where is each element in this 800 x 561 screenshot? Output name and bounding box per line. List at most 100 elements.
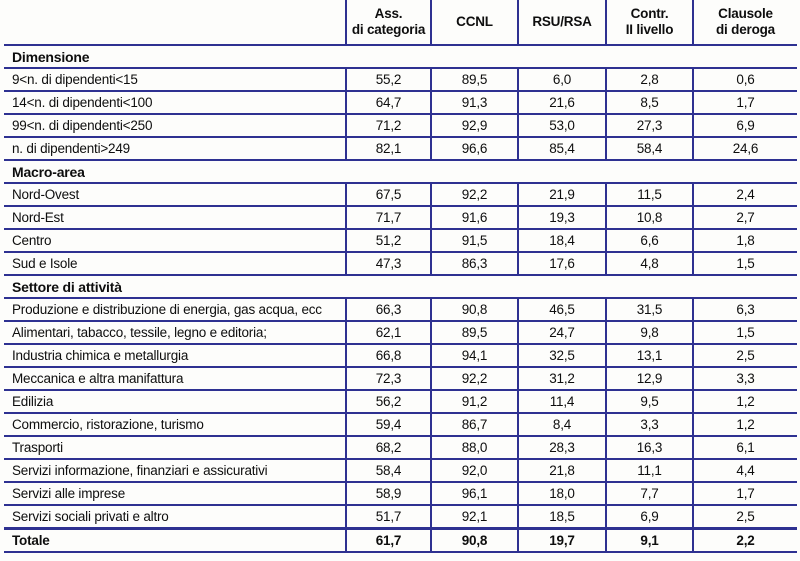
- table-row-servizi-sociali-privati-e-altro: Servizi sociali privati e altro 51,7 92,1 1…: [4, 506, 797, 529]
- row-label: Servizi informazione, finanziari e assic…: [12, 463, 268, 478]
- cell-value: 56,2: [345, 391, 430, 412]
- cell-value: 86,7: [430, 414, 517, 435]
- section-header-dimensione: Dimensione: [4, 46, 797, 69]
- cell-value: 6,0: [517, 69, 605, 90]
- cell-value: 19,3: [517, 207, 605, 228]
- row-label: 9<n. di dipendenti<15: [12, 72, 138, 87]
- cell-value: 6,3: [692, 299, 797, 320]
- row-label: Servizi alle imprese: [12, 486, 126, 501]
- cell-value: 58,4: [605, 138, 692, 159]
- row-label: Servizi sociali privati e altro: [12, 509, 169, 524]
- cell-value: 71,2: [345, 115, 430, 136]
- column-header-ccnl: CCNL: [430, 0, 517, 44]
- row-label: Nord-Ovest: [12, 187, 80, 202]
- cell-value: 59,4: [345, 414, 430, 435]
- cell-value: 58,4: [345, 460, 430, 481]
- cell-value: 61,7: [345, 530, 430, 551]
- table-row-centro: Centro 51,2 91,5 18,4 6,6 1,8: [4, 230, 797, 253]
- row-label: Totale: [12, 533, 50, 548]
- cell-value: 91,3: [430, 92, 517, 113]
- row-label: 99<n. di dipendenti<250: [12, 118, 153, 133]
- cell-value: 1,7: [692, 483, 797, 504]
- cell-value: 4,8: [605, 253, 692, 274]
- cell-value: 47,3: [345, 253, 430, 274]
- table-row-commercio-ristorazione-turismo: Commercio, ristorazione, turismo 59,4 86,7…: [4, 414, 797, 437]
- column-header-contr-ii-livello: Contr. II livello: [605, 0, 692, 44]
- cell-value: 66,8: [345, 345, 430, 366]
- cell-value: 31,5: [605, 299, 692, 320]
- cell-value: 71,7: [345, 207, 430, 228]
- cell-value: 1,7: [692, 92, 797, 113]
- cell-value: 62,1: [345, 322, 430, 343]
- cell-value: 19,7: [517, 530, 605, 551]
- total-row: Totale 61,7 90,8 19,7 9,1 2,2: [4, 529, 797, 553]
- cell-value: 17,6: [517, 253, 605, 274]
- cell-value: 1,2: [692, 391, 797, 412]
- table-row-99-n-di-dipendenti-250: 99<n. di dipendenti<250 71,2 92,9 53,0 27,3 6…: [4, 115, 797, 138]
- row-label: Edilizia: [12, 394, 54, 409]
- table-row-nord-ovest: Nord-Ovest 67,5 92,2 21,9 11,5 2,4: [4, 184, 797, 207]
- cell-value: 2,7: [692, 207, 797, 228]
- row-label: Meccanica e altra manifattura: [12, 371, 184, 386]
- row-label: Centro: [12, 233, 52, 248]
- cell-value: 90,8: [430, 530, 517, 551]
- cell-value: 72,3: [345, 368, 430, 389]
- cell-value: 6,9: [605, 506, 692, 527]
- cell-value: 21,8: [517, 460, 605, 481]
- row-label: Produzione e distribuzione di energia, g…: [12, 302, 322, 317]
- row-label: n. di dipendenti>249: [12, 141, 130, 156]
- cell-value: 8,5: [605, 92, 692, 113]
- cell-value: 16,3: [605, 437, 692, 458]
- cell-value: 53,0: [517, 115, 605, 136]
- cell-value: 1,8: [692, 230, 797, 251]
- section-header-settore-di-attivit: Settore di attività: [4, 276, 797, 299]
- cell-value: 2,5: [692, 345, 797, 366]
- row-label: Trasporti: [12, 440, 63, 455]
- table-row-trasporti: Trasporti 68,2 88,0 28,3 16,3 6,1: [4, 437, 797, 460]
- cell-value: 11,1: [605, 460, 692, 481]
- row-label: Commercio, ristorazione, turismo: [12, 417, 204, 432]
- column-header-rsu-rsa: RSU/RSA: [517, 0, 605, 44]
- cell-value: 3,3: [692, 368, 797, 389]
- section-header-macro-area: Macro-area: [4, 161, 797, 184]
- cell-value: 24,6: [692, 138, 797, 159]
- cell-value: 7,7: [605, 483, 692, 504]
- cell-value: 89,5: [430, 322, 517, 343]
- cell-value: 66,3: [345, 299, 430, 320]
- cell-value: 9,8: [605, 322, 692, 343]
- table-row-produzione-e-distribuzione-di-energia-gas-acqua-ecc: Produzione e distribuzione di energia, g…: [4, 299, 797, 322]
- cell-value: 91,2: [430, 391, 517, 412]
- table-row-sud-e-isole: Sud e Isole 47,3 86,3 17,6 4,8 1,5: [4, 253, 797, 276]
- row-label: Nord-Est: [12, 210, 64, 225]
- section-title: Macro-area: [12, 163, 85, 180]
- table-row-14-n-di-dipendenti-100: 14<n. di dipendenti<100 64,7 91,3 21,6 8,5 1,…: [4, 92, 797, 115]
- cell-value: 1,2: [692, 414, 797, 435]
- cell-value: 27,3: [605, 115, 692, 136]
- table-body: Dimensione 9<n. di dipendenti<15 55,2 89,5 6…: [4, 46, 797, 553]
- cell-value: 96,6: [430, 138, 517, 159]
- cell-value: 6,1: [692, 437, 797, 458]
- cell-value: 68,2: [345, 437, 430, 458]
- cell-value: 28,3: [517, 437, 605, 458]
- cell-value: 9,5: [605, 391, 692, 412]
- cell-value: 85,4: [517, 138, 605, 159]
- statistics-table: Ass. di categoria CCNL RSU/RSA Contr. II…: [4, 0, 797, 553]
- cell-value: 51,7: [345, 506, 430, 527]
- cell-value: 92,9: [430, 115, 517, 136]
- cell-value: 18,4: [517, 230, 605, 251]
- cell-value: 2,4: [692, 184, 797, 205]
- cell-value: 13,1: [605, 345, 692, 366]
- cell-value: 11,5: [605, 184, 692, 205]
- cell-value: 92,0: [430, 460, 517, 481]
- cell-value: 3,3: [605, 414, 692, 435]
- cell-value: 58,9: [345, 483, 430, 504]
- table-row-n-di-dipendenti-249: n. di dipendenti>249 82,1 96,6 85,4 58,4 24,6: [4, 138, 797, 161]
- table-row-meccanica-e-altra-manifattura: Meccanica e altra manifattura 72,3 92,2 31,…: [4, 368, 797, 391]
- row-label: Industria chimica e metallurgia: [12, 348, 189, 363]
- cell-value: 89,5: [430, 69, 517, 90]
- cell-value: 21,9: [517, 184, 605, 205]
- cell-value: 2,8: [605, 69, 692, 90]
- cell-value: 0,6: [692, 69, 797, 90]
- cell-value: 6,6: [605, 230, 692, 251]
- cell-value: 21,6: [517, 92, 605, 113]
